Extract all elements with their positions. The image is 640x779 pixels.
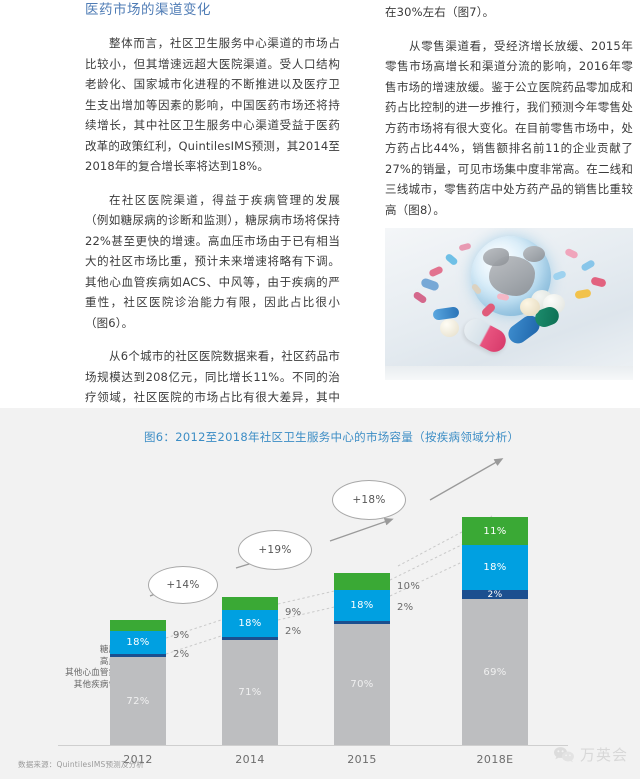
bar-value-label: 72% <box>126 695 150 707</box>
pill-tablet <box>574 288 592 300</box>
paragraph: 整体而言，社区卫生服务中心渠道的市场占比较小，但其增速远超大医院渠道。受人口结构… <box>85 36 340 173</box>
pill-tablet <box>590 276 607 288</box>
category-label-other-disease: 其他疾病领域 <box>73 679 126 690</box>
bar-segment-other-disease: 69% <box>462 599 528 745</box>
bar-value-label: 69% <box>483 666 507 678</box>
x-axis-label-2018e: 2018E <box>476 753 514 766</box>
pill-tablet <box>520 298 540 316</box>
x-axis-label-2012: 2012 <box>123 753 153 766</box>
paragraph: 在30%左右（图7）。 <box>385 5 495 19</box>
watermark-label: 万英会 <box>579 746 628 764</box>
bar-segment-hypertension: 18% <box>222 610 278 637</box>
pill-tablet <box>428 265 444 278</box>
growth-bubble-label: +18% <box>352 494 386 506</box>
article-area: 医药市场的渠道变化 整体而言，社区卫生服务中心渠道的市场占比较小，但其增速远超大… <box>85 0 633 445</box>
bar-outside-label-other-cardio: 2% <box>285 626 302 637</box>
chart-source-note: 数据来源：QuintilesIMS预测及分析 <box>18 760 144 769</box>
growth-bubble-label: +19% <box>258 544 292 556</box>
left-text-column: 医药市场的渠道变化 整体而言，社区卫生服务中心渠道的市场占比较小，但其增速远超大… <box>85 0 340 462</box>
pill-tablet <box>552 269 567 282</box>
bar-value-label: 18% <box>126 637 150 648</box>
bar-outside-label-diabetes: 10% <box>397 581 421 592</box>
paragraph: 在社区医院渠道，得益于疾病管理的发展（例如糖尿病的诊断和监测），糖尿病市场将保持… <box>85 192 340 330</box>
x-axis-line <box>58 745 568 746</box>
bar-value-label: 70% <box>350 679 374 690</box>
growth-bubble: +14% <box>148 566 218 604</box>
page-title: 医药市场的渠道变化 <box>85 2 211 18</box>
x-axis-label-2015: 2015 <box>347 753 377 766</box>
wechat-icon <box>553 746 574 762</box>
pill-tablet <box>564 247 579 260</box>
bar-segment-diabetes <box>222 597 278 610</box>
bar-segment-hypertension: 18% <box>462 545 528 590</box>
growth-trend-arrow <box>119 458 504 655</box>
chart-panel: 图6：2012至2018年社区卫生服务中心的市场容量（按疾病领域分析） <box>0 408 640 779</box>
bar-2018e: 11% 18% 2% 69% <box>462 517 528 745</box>
paragraph: 从零售渠道看，受经济增长放缓、2015年零售市场高增长和渠道分流的影响，2016… <box>385 38 633 217</box>
pills-and-globe-image <box>385 228 633 380</box>
pill-tablet <box>420 277 440 292</box>
growth-bubble: +18% <box>332 480 406 520</box>
bar-outside-label-other-cardio: 2% <box>397 602 414 613</box>
globe-landmass <box>523 246 545 262</box>
pill-capsule <box>460 315 510 356</box>
bar-segment-other-disease: 71% <box>222 640 278 745</box>
bar-outside-label-diabetes: 9% <box>173 630 190 641</box>
bar-2015: 18% 70% <box>334 573 390 745</box>
bar-value-label: 18% <box>350 600 374 611</box>
bar-2014: 18% 71% <box>222 597 278 745</box>
bar-segment-hypertension: 18% <box>334 590 390 621</box>
photo-baseline <box>385 366 633 380</box>
bar-outside-label-diabetes: 9% <box>285 607 302 618</box>
growth-bubble-label: +14% <box>166 579 200 591</box>
bar-segment-diabetes <box>110 620 166 631</box>
pill-tablet <box>412 290 428 305</box>
bar-segment-diabetes <box>334 573 390 590</box>
bar-segment-other-cardio <box>110 654 166 657</box>
bar-value-label: 18% <box>238 618 262 629</box>
right-text-column: 在30%左右（图7）。 从零售渠道看，受经济增长放缓、2015年零售市场高增长和… <box>385 0 633 233</box>
bar-segment-other-cardio <box>222 637 278 640</box>
bar-segment-hypertension: 18% <box>110 631 166 654</box>
bar-segment-other-cardio <box>334 621 390 624</box>
category-label-other-cardio: 其他心血管疾病 <box>65 668 126 678</box>
bar-outside-label-other-cardio: 2% <box>173 649 190 660</box>
bar-segment-other-cardio: 2% <box>462 589 528 600</box>
pill-tablet <box>444 252 459 267</box>
watermark: 万英会 <box>553 744 628 765</box>
bar-segment-other-disease: 72% <box>110 657 166 745</box>
pill-tablet <box>458 242 472 252</box>
pill-tablet <box>580 258 596 273</box>
bar-segment-other-disease: 70% <box>334 624 390 745</box>
bar-value-label: 18% <box>483 562 507 573</box>
x-axis-label-2014: 2014 <box>235 753 265 766</box>
globe-landmass <box>483 248 509 266</box>
pill-tablet <box>440 319 459 337</box>
bar-2012: 18% 72% <box>110 620 166 745</box>
bar-value-label: 2% <box>487 589 503 600</box>
bar-segment-diabetes: 11% <box>462 517 528 545</box>
chart-title: 图6：2012至2018年社区卫生服务中心的市场容量（按疾病领域分析） <box>144 430 520 444</box>
growth-bubble: +19% <box>238 530 312 570</box>
bar-value-label: 71% <box>238 687 262 698</box>
bar-value-label: 11% <box>483 525 507 537</box>
